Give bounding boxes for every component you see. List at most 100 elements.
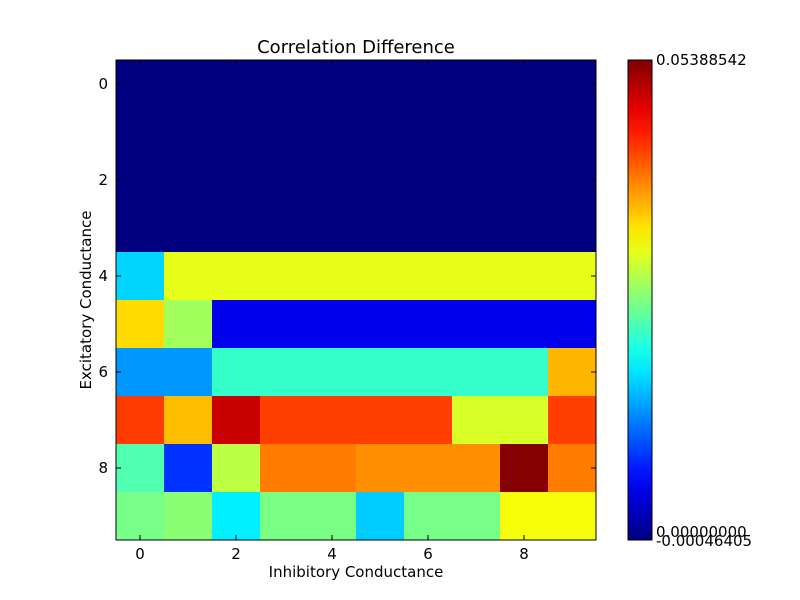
heatmap-cell — [164, 492, 213, 541]
heatmap-cell — [404, 444, 453, 493]
heatmap-cell — [164, 444, 213, 493]
y-axis-ticks: 0 2 4 6 8 — [98, 75, 596, 477]
heatmap-cell — [260, 396, 309, 445]
heatmap-cell — [116, 396, 165, 445]
heatmap-cell — [356, 252, 405, 301]
colorbar-frame — [627, 59, 653, 541]
heatmap-cell — [164, 348, 213, 397]
heatmap-cell — [452, 492, 501, 541]
y-tick-label: 2 — [98, 171, 108, 189]
x-tick-label: 0 — [135, 545, 145, 563]
heatmap-cell — [548, 300, 597, 349]
heatmap-cell — [260, 204, 309, 253]
heatmap-cell — [548, 204, 597, 253]
heatmap-cell — [452, 252, 501, 301]
heatmap-cell — [164, 108, 213, 157]
heatmap-cell — [404, 348, 453, 397]
colorbar — [628, 60, 652, 540]
y-tick-label: 6 — [98, 363, 108, 381]
heatmap-cell — [212, 396, 261, 445]
heatmap-cell — [116, 300, 165, 349]
heatmap-cell — [308, 204, 357, 253]
heatmap-cell — [500, 252, 549, 301]
heatmap-cell — [500, 444, 549, 493]
heatmap-cell — [548, 444, 597, 493]
heatmap-cell — [308, 252, 357, 301]
heatmap-cell — [452, 396, 501, 445]
x-tick-label: 4 — [327, 545, 337, 563]
x-tick-label: 8 — [519, 545, 529, 563]
y-tick-label: 8 — [98, 459, 108, 477]
heatmap-cell — [356, 204, 405, 253]
heatmap-cell — [308, 156, 357, 205]
heatmap-cell — [164, 60, 213, 109]
heatmap-cell — [116, 156, 165, 205]
heatmap-cell — [212, 156, 261, 205]
heatmap-cell — [404, 60, 453, 109]
heatmap-cell — [548, 60, 597, 109]
heatmap-cell — [308, 492, 357, 541]
heatmap-cell — [500, 156, 549, 205]
heatmap-cell — [452, 204, 501, 253]
heatmap-cell — [260, 108, 309, 157]
heatmap-cell — [260, 156, 309, 205]
heatmap-cell — [212, 492, 261, 541]
heatmap-cell — [404, 396, 453, 445]
colorbar-tick-label: -0.00046405 — [656, 532, 752, 550]
heatmap-cell — [212, 60, 261, 109]
heatmap-cell — [356, 108, 405, 157]
heatmap-cell — [356, 60, 405, 109]
heatmap-cell — [404, 300, 453, 349]
heatmap-cell — [548, 156, 597, 205]
heatmap-cell — [260, 444, 309, 493]
heatmap-cell — [212, 204, 261, 253]
heatmap-cell — [116, 252, 165, 301]
heatmap-cell — [164, 252, 213, 301]
heatmap-cell — [452, 348, 501, 397]
heatmap-cell — [548, 396, 597, 445]
colorbar-ticks: 0.05388542 0.00000000-0.00046405 — [647, 51, 752, 550]
heatmap-cell — [356, 444, 405, 493]
heatmap-cell — [164, 396, 213, 445]
heatmap-cell — [404, 156, 453, 205]
heatmap-cell — [404, 204, 453, 253]
heatmap-cell — [308, 108, 357, 157]
y-tick-label: 4 — [98, 267, 108, 285]
heatmap-cell — [260, 300, 309, 349]
heatmap-cell — [356, 300, 405, 349]
heatmap-cell — [404, 492, 453, 541]
heatmap-cell — [308, 348, 357, 397]
heatmap-cell — [356, 348, 405, 397]
heatmap-cell — [548, 252, 597, 301]
heatmap-cell — [116, 108, 165, 157]
heatmap-cell — [116, 60, 165, 109]
heatmap-cell — [404, 252, 453, 301]
x-tick-label: 2 — [231, 545, 241, 563]
heatmap-cell — [452, 444, 501, 493]
heatmap-cell — [260, 348, 309, 397]
heatmap-cell — [500, 204, 549, 253]
heatmap-cell — [308, 60, 357, 109]
heatmap-cell — [500, 348, 549, 397]
y-axis-label: Excitatory Conductance — [77, 211, 95, 390]
heatmap-cell — [260, 60, 309, 109]
heatmap-cell — [452, 60, 501, 109]
heatmap-cell — [356, 396, 405, 445]
heatmap-cell — [356, 156, 405, 205]
heatmap-cell — [500, 300, 549, 349]
heatmap-cell — [548, 108, 597, 157]
heatmap-cell — [500, 60, 549, 109]
heatmap-cell — [260, 252, 309, 301]
x-axis-label: Inhibitory Conductance — [269, 563, 444, 581]
heatmap-cell — [548, 492, 597, 541]
heatmap-cell — [212, 348, 261, 397]
heatmap-cell — [164, 300, 213, 349]
chart-title: Correlation Difference — [257, 37, 455, 58]
heatmap-cell — [212, 252, 261, 301]
heatmap-cell — [500, 108, 549, 157]
heatmap-cell — [260, 492, 309, 541]
heatmap-cell — [116, 444, 165, 493]
heatmap-cell — [164, 204, 213, 253]
heatmap-cell — [500, 396, 549, 445]
